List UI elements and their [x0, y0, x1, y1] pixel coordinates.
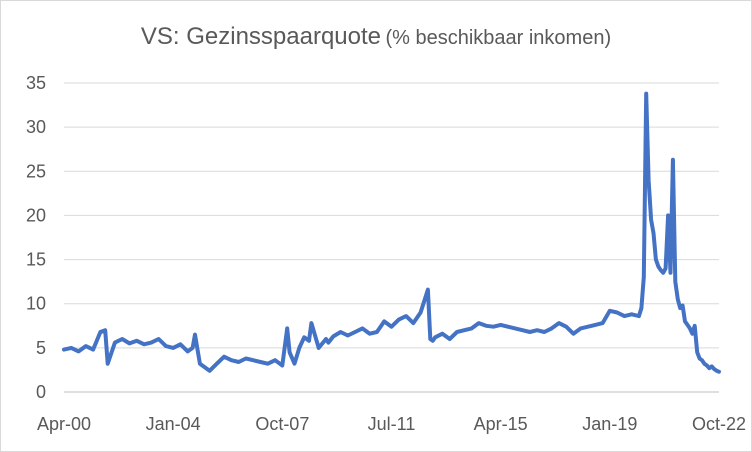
x-axis: Apr-00 Jan-04 Oct-07 Jul-11 Apr-15 Jan-19 Oct-…: [37, 414, 746, 434]
y-tick-label: 20: [26, 205, 46, 225]
series-line: [62, 91, 721, 374]
y-tick-label: 25: [26, 161, 46, 181]
y-tick-label: 10: [26, 294, 46, 314]
x-tick-label: Jan-19: [582, 414, 637, 434]
y-tick-label: 30: [26, 117, 46, 137]
y-tick-label: 5: [36, 338, 46, 358]
gridlines: [64, 82, 719, 393]
y-tick-label: 0: [36, 382, 46, 402]
chart-title-main: VS: Gezinsspaarquote: [140, 23, 382, 50]
series-layer: [62, 91, 721, 374]
x-tick-label: Oct-07: [255, 414, 309, 434]
x-tick-label: Apr-00: [37, 414, 91, 434]
y-tick-label: 35: [26, 73, 46, 93]
x-tick-label: Jul-11: [368, 414, 416, 434]
y-tick-label: 15: [26, 250, 46, 270]
chart-title: VS: Gezinsspaarquote (% beschikbaar inko…: [1, 23, 751, 51]
chart-title-subtitle: (% beschikbaar inkomen): [385, 27, 612, 49]
x-tick-label: Oct-22: [692, 414, 746, 434]
y-axis: 0 5 10 15 20 25 30 35: [26, 73, 46, 402]
x-tick-label: Jan-04: [146, 414, 201, 434]
x-tick-label: Apr-15: [474, 414, 528, 434]
